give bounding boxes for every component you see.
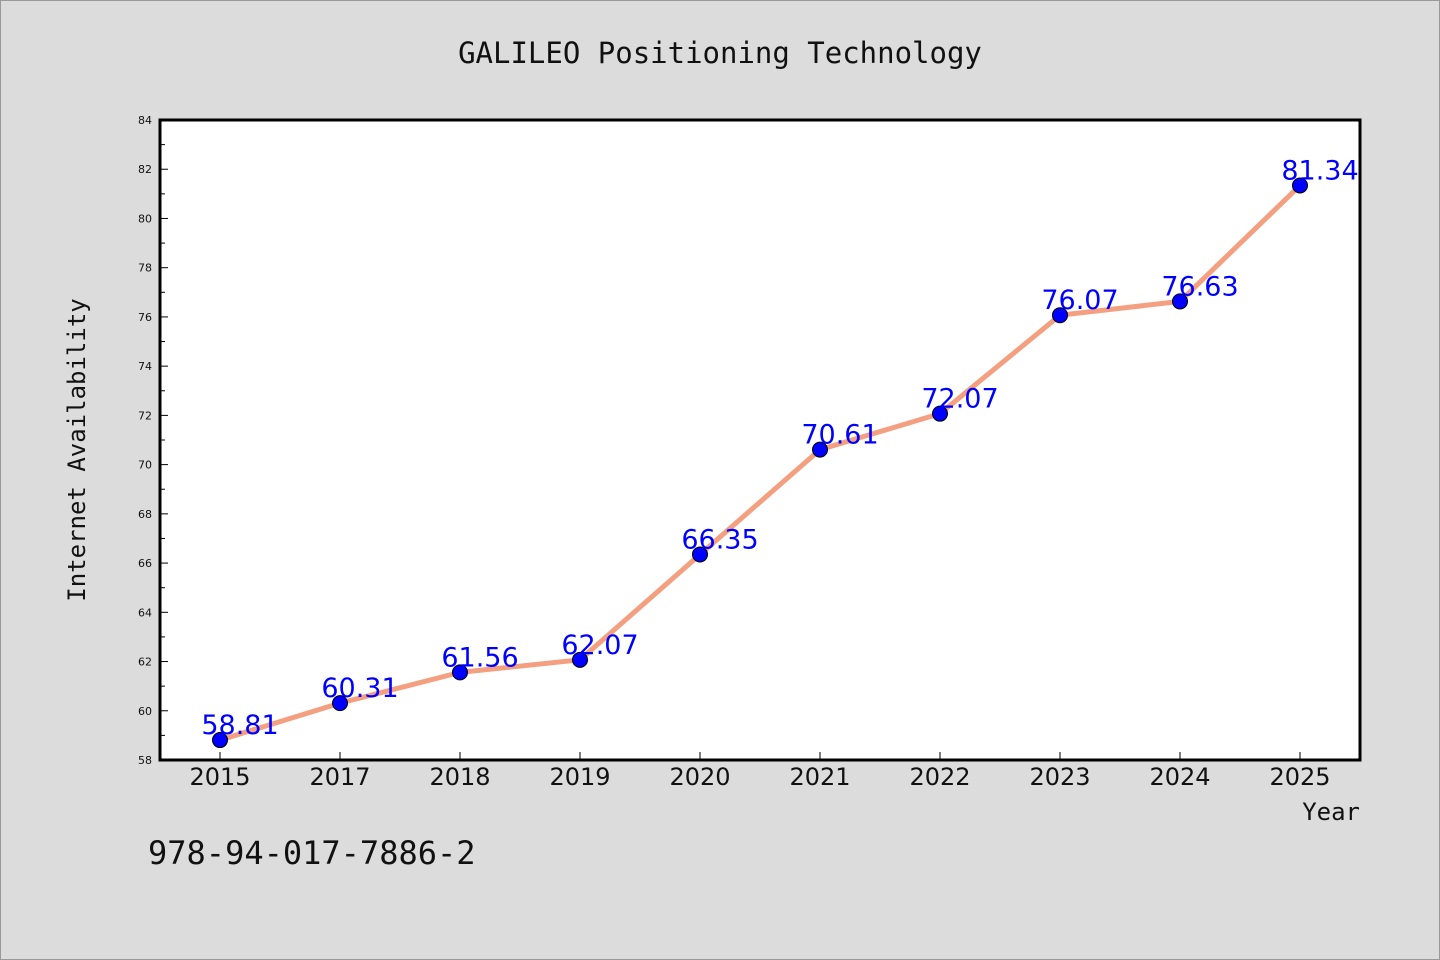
x-tick-label: 2015: [189, 763, 250, 791]
data-label: 76.63: [1161, 271, 1238, 302]
data-labels: 58.81 60.31 61.56 62.07 66.35 70.61 72.07 76.07…: [201, 155, 1358, 741]
plot-area: [158, 118, 1362, 762]
data-label: 70.61: [801, 420, 878, 451]
y-axis-label: Internet Availability: [63, 298, 91, 601]
data-label: 61.56: [441, 642, 518, 673]
data-point: [932, 405, 948, 422]
data-label: 76.07: [1041, 285, 1118, 316]
data-point: [812, 441, 828, 458]
y-tick-label: 72: [138, 409, 152, 422]
y-tick-label: 62: [138, 656, 152, 669]
y-tick-label: 66: [138, 557, 152, 570]
data-point: [212, 732, 228, 749]
data-label: 72.07: [921, 384, 998, 415]
y-tick-label: 60: [138, 705, 152, 718]
x-axis-label: Year: [1302, 798, 1360, 826]
data-label: 81.34: [1281, 155, 1358, 186]
data-point: [572, 651, 588, 668]
data-point: [1172, 293, 1188, 310]
x-tick-label: 2023: [1029, 763, 1090, 791]
data-point: [692, 546, 708, 563]
data-label: 60.31: [321, 673, 398, 704]
footer-text: 978-94-017-7886-2: [148, 834, 476, 872]
y-tick-label: 80: [138, 212, 152, 225]
x-tick-label: 2018: [429, 763, 490, 791]
data-point: [332, 695, 348, 712]
x-tick-label: 2024: [1149, 763, 1210, 791]
y-tick-label: 58: [138, 754, 152, 767]
y-tick-label: 84: [138, 114, 152, 127]
y-tick-label: 76: [138, 311, 152, 324]
x-tick-label: 2021: [789, 763, 850, 791]
y-tick-label: 74: [138, 360, 152, 373]
x-tick-label: 2017: [309, 763, 370, 791]
y-tick-label: 82: [138, 163, 152, 176]
data-point: [1052, 307, 1068, 324]
x-tick-label: 2020: [669, 763, 730, 791]
chart-title: GALILEO Positioning Technology: [458, 36, 982, 70]
x-tick-label: 2025: [1269, 763, 1330, 791]
x-axis: 2015 2017 2018 2019 2020 2021 2022 2023 2024 2025: [189, 752, 1331, 791]
data-series: [212, 177, 1308, 749]
data-label: 62.07: [561, 630, 638, 661]
y-tick-label: 68: [138, 508, 152, 521]
data-point: [452, 664, 468, 681]
x-tick-label: 2019: [549, 763, 610, 791]
data-label: 66.35: [681, 524, 758, 555]
x-tick-label: 2022: [909, 763, 970, 791]
data-label: 58.81: [201, 710, 278, 741]
series-line: [219, 183, 1302, 743]
data-point: [1292, 177, 1308, 194]
y-tick-label: 64: [138, 606, 152, 619]
y-tick-label: 70: [138, 459, 152, 472]
y-axis: 58 60 62 64 66 68 70 72 74 76 78 80 82 84: [138, 114, 168, 767]
y-tick-label: 78: [138, 262, 152, 275]
